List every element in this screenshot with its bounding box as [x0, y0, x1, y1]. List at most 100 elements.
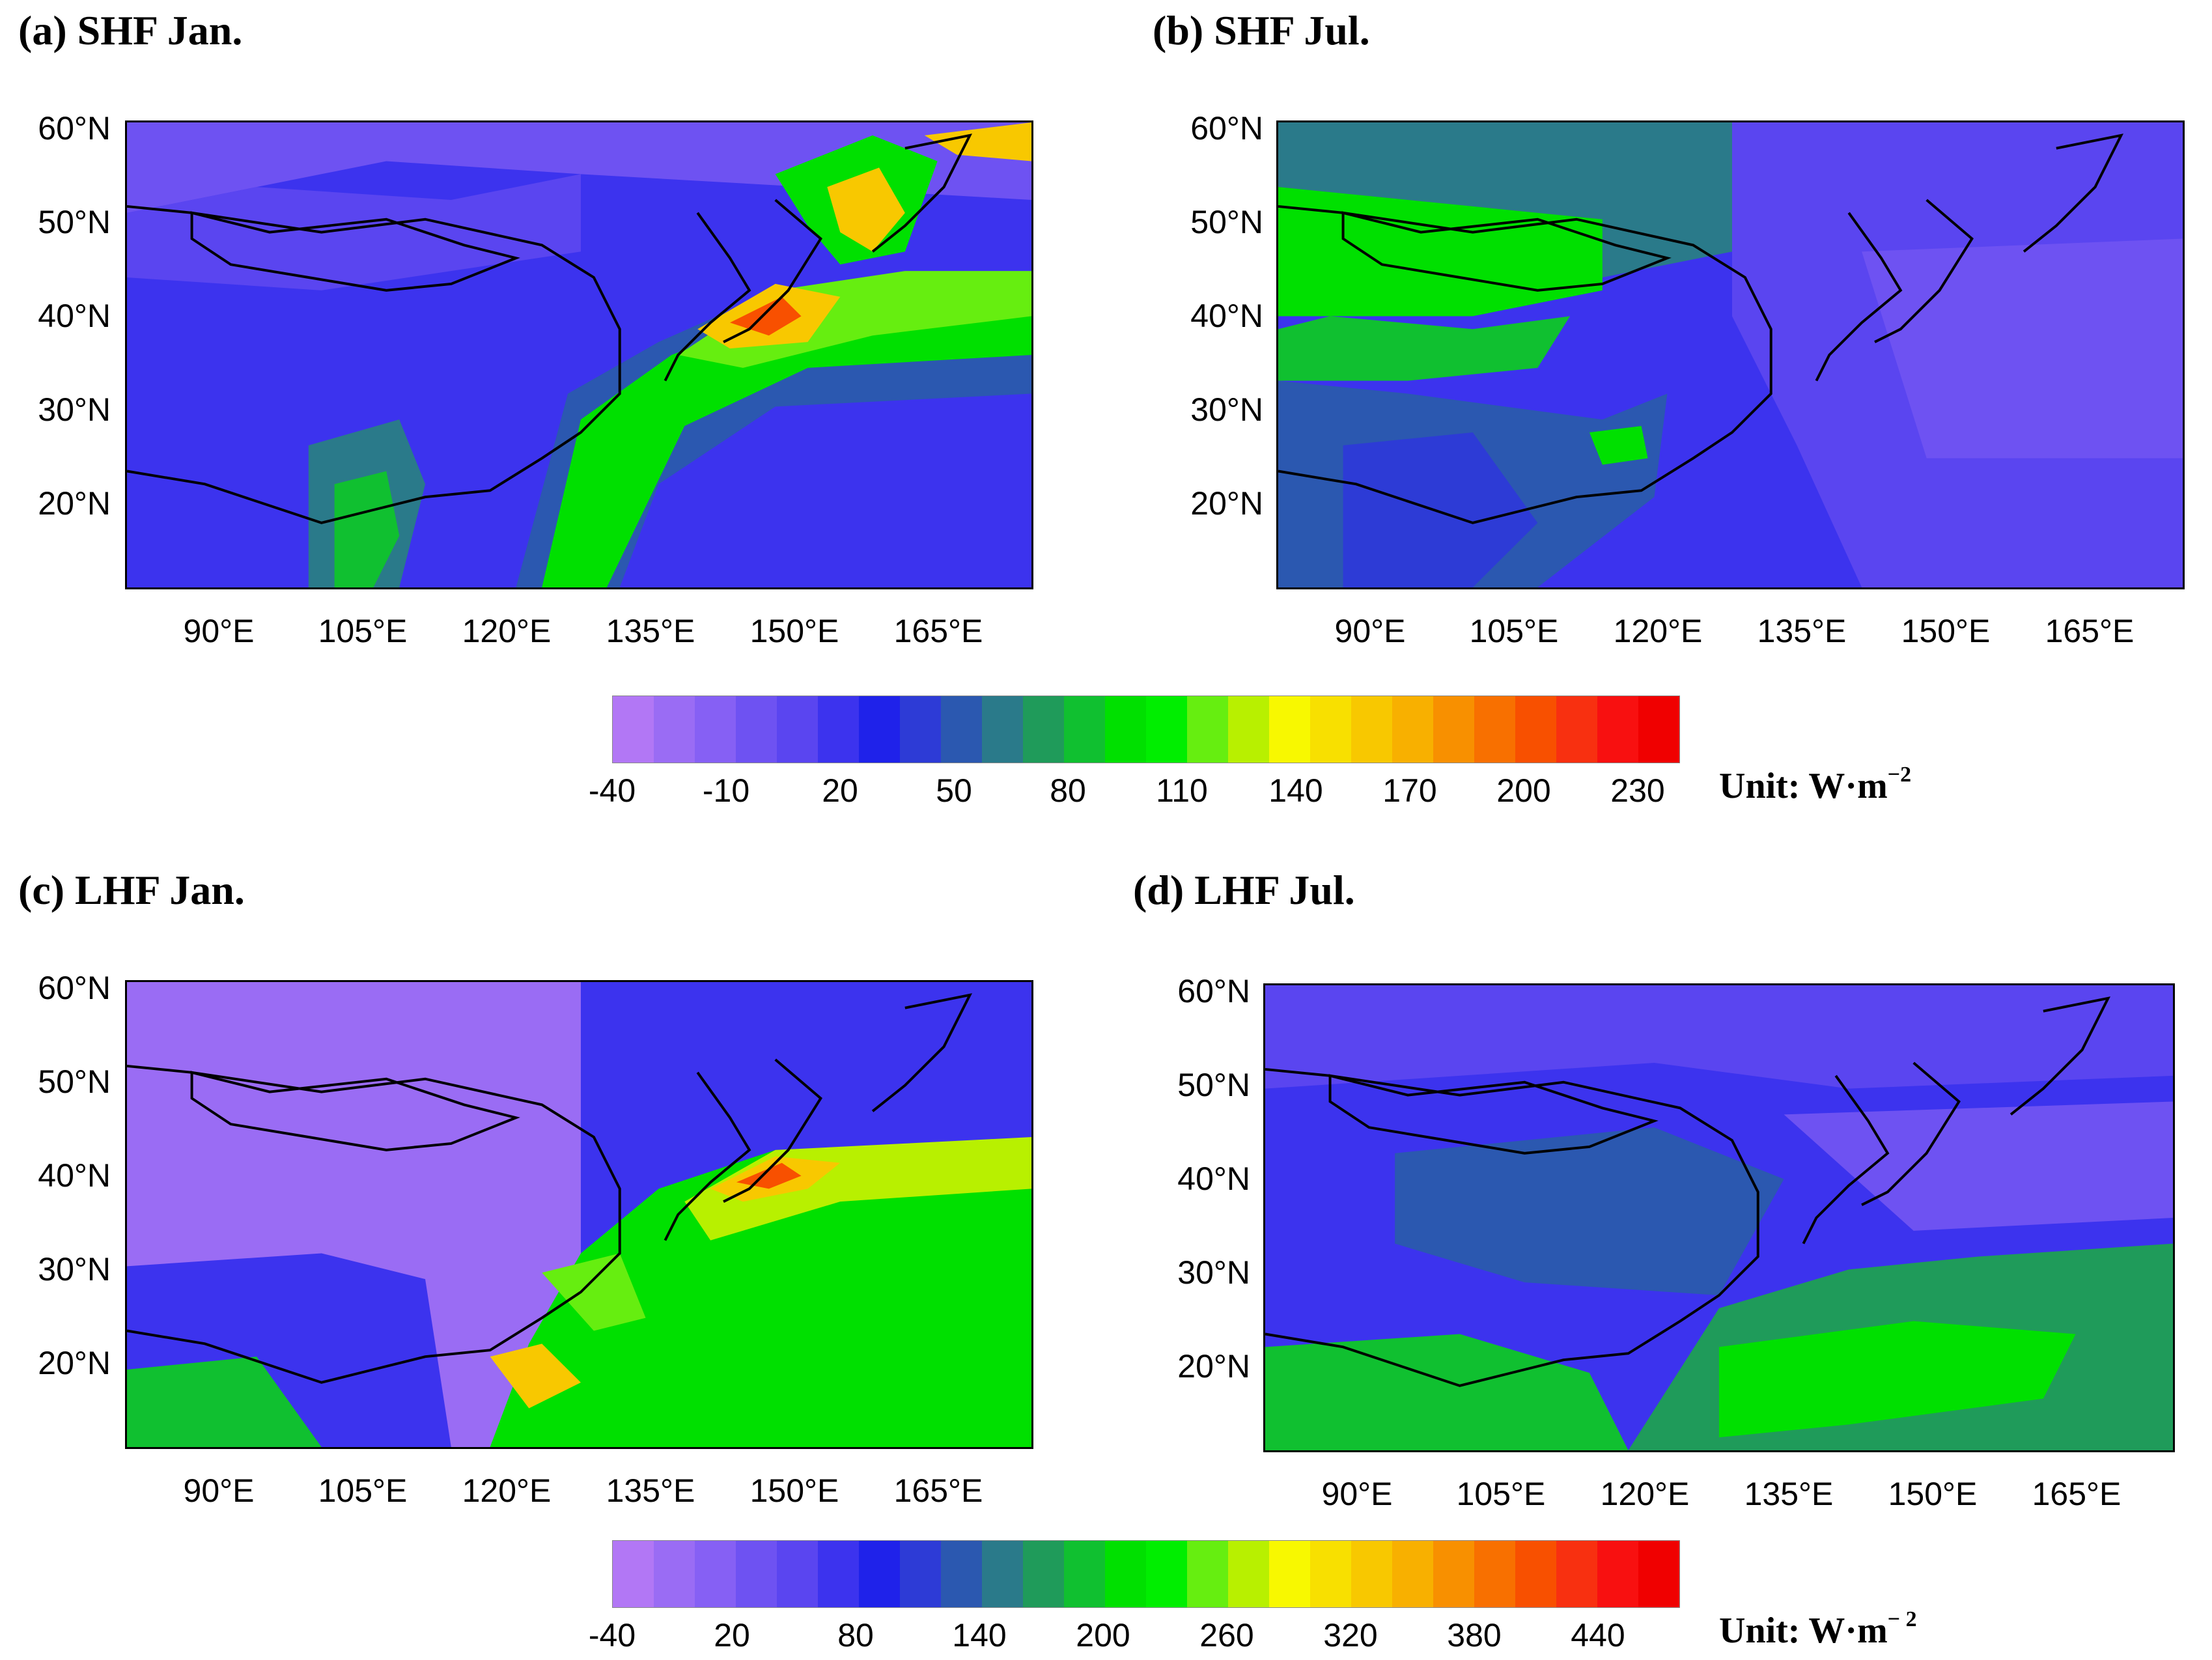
colorbar-segment: [1638, 696, 1679, 763]
colorbar-segment: [982, 1541, 1023, 1607]
colorbar-segment: [1556, 696, 1597, 763]
lon-label: 120°E: [1613, 613, 1703, 649]
lhf-colorbar-label: 380: [1447, 1617, 1502, 1653]
lhf-unit-exponent: − 2: [1887, 1607, 1917, 1631]
colorbar-segment: [1433, 696, 1474, 763]
lat-label: 50°N: [1177, 1067, 1250, 1103]
lhf-colorbar-label: 80: [837, 1617, 874, 1653]
colorbar-segment: [1310, 696, 1351, 763]
colorbar-segment: [818, 1541, 859, 1607]
colorbar-segment: [777, 1541, 818, 1607]
lat-label: 50°N: [38, 204, 111, 240]
colorbar-segment: [736, 696, 777, 763]
colorbar-segment: [1146, 696, 1187, 763]
shf-unit-exponent: −2: [1887, 763, 1912, 787]
lon-label: 150°E: [749, 613, 839, 649]
lon-label: 165°E: [2045, 613, 2135, 649]
colorbar-segment: [1064, 1541, 1105, 1607]
lat-label: 20°N: [38, 485, 111, 522]
shf-colorbar: [612, 696, 1680, 763]
lon-label: 135°E: [606, 613, 695, 649]
lon-label: 135°E: [1757, 613, 1847, 649]
lhf-colorbar-label: -40: [588, 1617, 636, 1653]
colorbar-segment: [654, 1541, 695, 1607]
lhf-colorbar: [612, 1540, 1680, 1608]
colorbar-segment: [1474, 696, 1515, 763]
colorbar-segment: [1146, 1541, 1187, 1607]
lon-label: 120°E: [462, 1472, 552, 1509]
colorbar-segment: [1392, 1541, 1433, 1607]
lon-label: 135°E: [1744, 1476, 1834, 1512]
colorbar-segment: [859, 696, 900, 763]
colorbar-segment: [1433, 1541, 1474, 1607]
colorbar-segment: [695, 696, 736, 763]
colorbar-segment: [1023, 1541, 1064, 1607]
lhf-unit-label: Unit: W·m− 2: [1719, 1607, 1917, 1652]
colorbar-segment: [1597, 1541, 1638, 1607]
colorbar-segment: [1351, 696, 1392, 763]
lat-label: 40°N: [1177, 1161, 1250, 1197]
map-panel-b: [1276, 120, 2185, 589]
map-panel-a: [125, 120, 1033, 589]
lon-label: 90°E: [1321, 1476, 1393, 1512]
lon-label: 165°E: [2032, 1476, 2121, 1512]
lon-label: 150°E: [1888, 1476, 1978, 1512]
lhf-unit-text: Unit: W·m: [1719, 1611, 1888, 1651]
lon-label: 165°E: [893, 613, 983, 649]
lat-label: 40°N: [38, 298, 111, 334]
shf-colorbar-label: 110: [1156, 772, 1208, 809]
lat-label: 30°N: [1190, 391, 1263, 428]
lon-label: 105°E: [318, 613, 408, 649]
colorbar-segment: [1310, 1541, 1351, 1607]
colorbar-segment: [1638, 1541, 1679, 1607]
colorbar-segment: [1105, 696, 1146, 763]
colorbar-segment: [777, 696, 818, 763]
colorbar-segment: [613, 1541, 654, 1607]
lat-label: 20°N: [1177, 1348, 1250, 1385]
colorbar-segment: [695, 1541, 736, 1607]
panel-title-b: (b) SHF Jul.: [1153, 7, 1370, 53]
shf-unit-label: Unit: W·m−2: [1719, 763, 1912, 807]
colorbar-segment: [900, 696, 941, 763]
shf-colorbar-label: 80: [1050, 772, 1086, 809]
lon-label: 105°E: [1456, 1476, 1546, 1512]
colorbar-segment: [736, 1541, 777, 1607]
shf-colorbar-label: -10: [702, 772, 750, 809]
shf-colorbar-label: 140: [1268, 772, 1323, 809]
lon-label: 135°E: [606, 1472, 695, 1509]
lon-label: 90°E: [183, 1472, 255, 1509]
colorbar-segment: [1187, 696, 1228, 763]
colorbar-segment: [941, 696, 982, 763]
colorbar-segment: [1515, 696, 1556, 763]
lhf-colorbar-label: 320: [1323, 1617, 1378, 1653]
lon-label: 105°E: [1469, 613, 1559, 649]
panel-title-d: (d) LHF Jul.: [1133, 867, 1355, 913]
colorbar-segment: [1228, 696, 1269, 763]
colorbar-segment: [1023, 696, 1064, 763]
shf-colorbar-label: 20: [822, 772, 858, 809]
shf-colorbar-label: -40: [588, 772, 636, 809]
lon-label: 165°E: [893, 1472, 983, 1509]
map-panel-c: [125, 980, 1033, 1449]
shf-colorbar-label: 230: [1610, 772, 1665, 809]
colorbar-segment: [900, 1541, 941, 1607]
shf-colorbar-label: 50: [936, 772, 972, 809]
lat-label: 30°N: [38, 391, 111, 428]
shf-unit-text: Unit: W·m: [1719, 766, 1888, 806]
colorbar-segment: [859, 1541, 900, 1607]
lat-label: 40°N: [1190, 298, 1263, 334]
lhf-colorbar-label: 20: [714, 1617, 750, 1653]
colorbar-segment: [1556, 1541, 1597, 1607]
colorbar-segment: [1064, 696, 1105, 763]
colorbar-segment: [613, 696, 654, 763]
colorbar-segment: [1228, 1541, 1269, 1607]
lat-label: 60°N: [1177, 973, 1250, 1009]
colorbar-segment: [818, 696, 859, 763]
colorbar-segment: [982, 696, 1023, 763]
colorbar-segment: [1269, 1541, 1310, 1607]
colorbar-segment: [1351, 1541, 1392, 1607]
lat-label: 60°N: [38, 970, 111, 1006]
lat-label: 30°N: [1177, 1254, 1250, 1291]
lon-label: 90°E: [183, 613, 255, 649]
lon-label: 105°E: [318, 1472, 408, 1509]
